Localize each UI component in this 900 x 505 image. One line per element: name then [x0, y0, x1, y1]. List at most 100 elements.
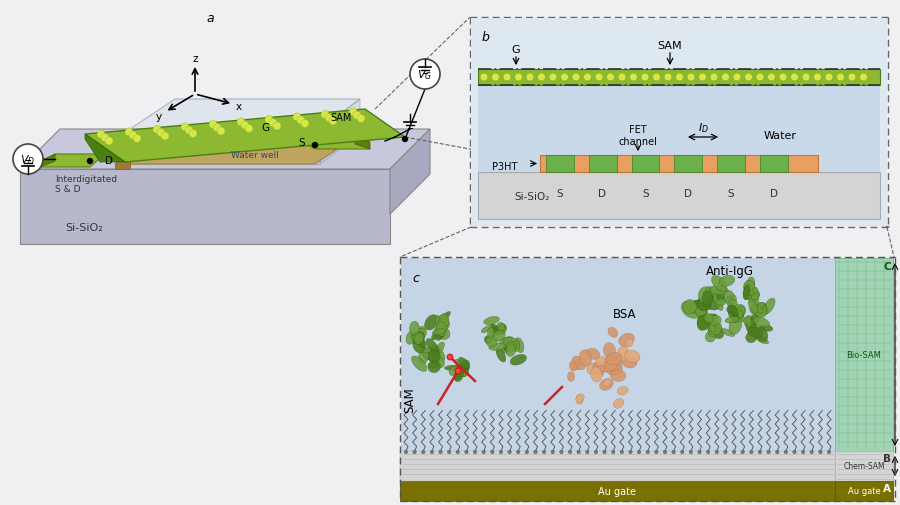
Ellipse shape [506, 344, 516, 357]
Circle shape [161, 133, 169, 140]
Ellipse shape [435, 342, 445, 356]
Ellipse shape [719, 276, 734, 287]
Circle shape [301, 120, 309, 128]
Ellipse shape [706, 314, 717, 328]
Ellipse shape [436, 316, 441, 326]
Ellipse shape [725, 317, 739, 323]
Polygon shape [115, 138, 355, 165]
Ellipse shape [706, 317, 716, 333]
Ellipse shape [607, 364, 623, 376]
Text: $V_G$: $V_G$ [418, 68, 433, 82]
Ellipse shape [728, 308, 741, 319]
Ellipse shape [413, 339, 425, 353]
Ellipse shape [504, 346, 515, 351]
Bar [632, 156, 660, 173]
Ellipse shape [414, 333, 424, 344]
Ellipse shape [458, 358, 470, 370]
Bar [674, 156, 702, 173]
Circle shape [181, 124, 189, 132]
Circle shape [217, 128, 225, 136]
Ellipse shape [435, 358, 445, 368]
Text: Si-SiO₂: Si-SiO₂ [65, 223, 103, 232]
Circle shape [481, 74, 488, 82]
Ellipse shape [743, 285, 750, 300]
Circle shape [189, 130, 197, 138]
Circle shape [129, 132, 137, 140]
Ellipse shape [704, 314, 713, 323]
Text: BSA: BSA [613, 308, 637, 321]
Ellipse shape [435, 326, 450, 340]
Ellipse shape [418, 339, 427, 348]
Ellipse shape [493, 331, 505, 341]
Ellipse shape [698, 316, 710, 330]
Circle shape [404, 450, 408, 454]
Circle shape [185, 127, 193, 135]
Ellipse shape [748, 299, 758, 314]
Polygon shape [85, 110, 405, 163]
Circle shape [526, 74, 534, 82]
Circle shape [791, 74, 798, 82]
Ellipse shape [571, 360, 580, 370]
Ellipse shape [445, 366, 460, 371]
Ellipse shape [698, 287, 713, 304]
Circle shape [664, 74, 671, 82]
Ellipse shape [695, 304, 706, 316]
Ellipse shape [406, 332, 416, 344]
Ellipse shape [748, 292, 758, 302]
Circle shape [349, 109, 357, 117]
Circle shape [654, 450, 658, 454]
Circle shape [801, 450, 805, 454]
Text: S: S [727, 189, 734, 199]
Bar [478, 70, 880, 86]
Bar [478, 173, 880, 220]
Ellipse shape [439, 314, 449, 329]
Text: Si-SiO₂: Si-SiO₂ [514, 191, 549, 201]
Circle shape [456, 450, 460, 454]
Circle shape [357, 115, 365, 123]
Ellipse shape [500, 337, 513, 345]
Ellipse shape [490, 327, 499, 337]
Circle shape [525, 450, 528, 454]
Circle shape [607, 74, 615, 82]
Circle shape [744, 74, 752, 82]
Ellipse shape [755, 336, 769, 344]
Ellipse shape [734, 310, 744, 322]
Ellipse shape [743, 281, 754, 291]
Ellipse shape [461, 363, 469, 375]
Circle shape [698, 74, 706, 82]
Circle shape [421, 450, 425, 454]
Ellipse shape [625, 350, 640, 363]
Circle shape [293, 114, 301, 122]
Bar [835, 259, 893, 451]
Circle shape [237, 119, 245, 127]
Text: Interdigitated
S & D: Interdigitated S & D [55, 175, 117, 194]
Ellipse shape [755, 327, 768, 342]
Circle shape [595, 74, 603, 82]
Text: G: G [261, 123, 269, 133]
Bar [717, 156, 745, 173]
Ellipse shape [432, 329, 446, 335]
Circle shape [611, 450, 615, 454]
Ellipse shape [431, 328, 442, 340]
Ellipse shape [705, 314, 717, 325]
Ellipse shape [587, 363, 596, 374]
Circle shape [13, 145, 43, 175]
Ellipse shape [449, 367, 458, 376]
Ellipse shape [746, 332, 757, 343]
Text: D: D [684, 189, 692, 199]
Text: G: G [512, 45, 520, 55]
Circle shape [689, 450, 693, 454]
Circle shape [447, 450, 451, 454]
Ellipse shape [746, 317, 751, 328]
Text: c: c [412, 272, 418, 284]
Circle shape [767, 450, 770, 454]
Ellipse shape [576, 394, 584, 403]
Circle shape [734, 74, 741, 82]
Circle shape [410, 60, 440, 90]
Ellipse shape [599, 379, 613, 390]
Ellipse shape [567, 372, 575, 382]
Ellipse shape [681, 301, 701, 319]
Circle shape [329, 118, 337, 126]
Ellipse shape [764, 298, 775, 314]
Ellipse shape [411, 335, 425, 345]
